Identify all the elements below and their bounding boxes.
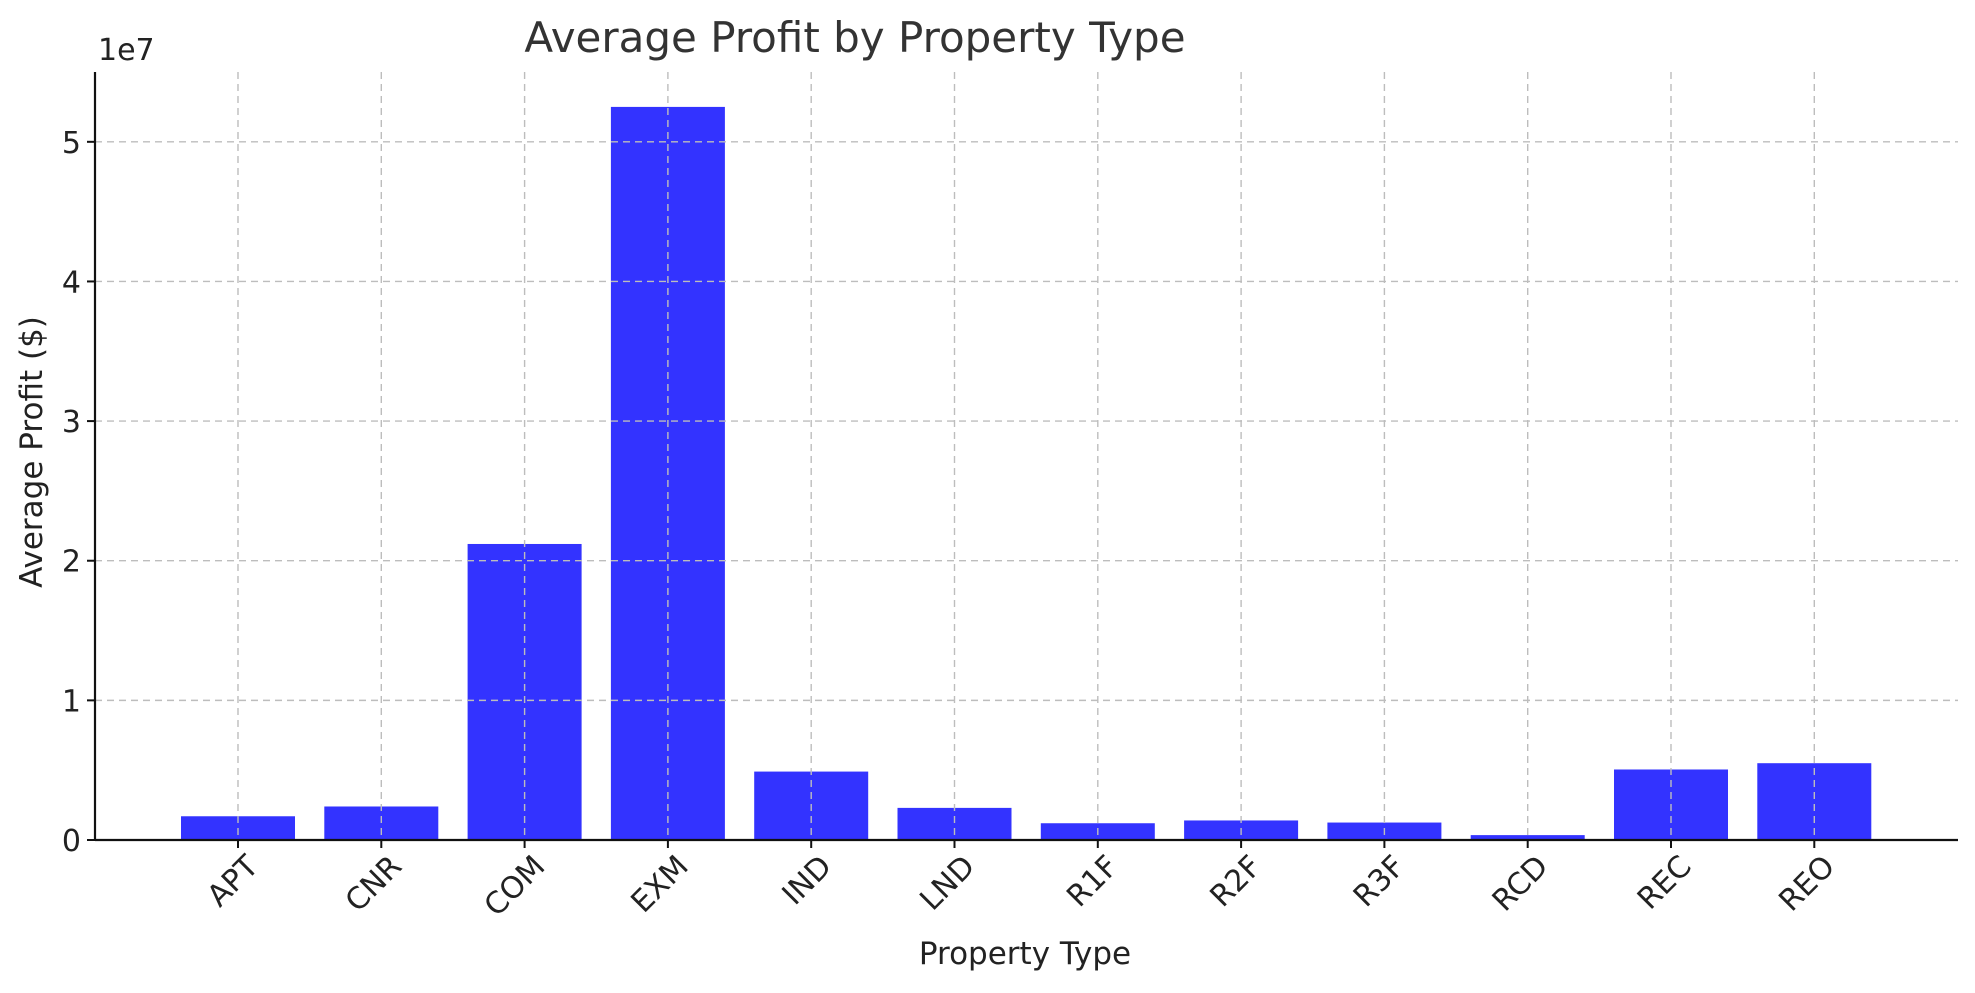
x-tick-label-exm: EXM xyxy=(625,849,696,920)
x-tick-label-ind: IND xyxy=(776,849,839,912)
tick-labels: 0 1 2 3 4 5 APT CNR COM EXM IND LND R1F R2F R3F RCD REC R… xyxy=(62,126,1842,924)
x-tick-label-cnr: CNR xyxy=(339,849,409,919)
x-tick-label-apt: APT xyxy=(201,848,266,913)
y-axis-offset-label: 1e7 xyxy=(98,33,155,68)
y-tick-label-0: 0 xyxy=(62,824,81,859)
x-tick-label-rec: REC xyxy=(1631,849,1699,917)
bar-lnd xyxy=(897,807,1012,840)
x-tick-label-r3f: R3F xyxy=(1347,849,1412,914)
x-tick-label-lnd: LND xyxy=(913,849,982,918)
x-tick-label-r2f: R2F xyxy=(1204,849,1269,914)
chart-title: Average Profit by Property Type xyxy=(524,13,1185,62)
y-tick-label-1: 1 xyxy=(62,684,81,719)
y-tick-label-5: 5 xyxy=(62,126,81,161)
y-tick-label-3: 3 xyxy=(62,405,81,440)
x-tick-label-r1f: R1F xyxy=(1060,849,1125,914)
bar-rcd xyxy=(1470,835,1585,840)
x-axis-label: Property Type xyxy=(919,936,1131,972)
y-axis-label: Average Profit ($) xyxy=(14,316,50,588)
axes xyxy=(93,72,1958,842)
y-tick-label-2: 2 xyxy=(62,545,81,580)
x-tick-label-rcd: RCD xyxy=(1486,849,1556,919)
bars xyxy=(181,106,1872,841)
bar-reo xyxy=(1757,763,1872,840)
grid xyxy=(95,72,1958,841)
x-tick-label-reo: REO xyxy=(1772,849,1842,919)
y-tick-label-4: 4 xyxy=(62,265,81,300)
x-tick-label-com: COM xyxy=(478,849,553,924)
